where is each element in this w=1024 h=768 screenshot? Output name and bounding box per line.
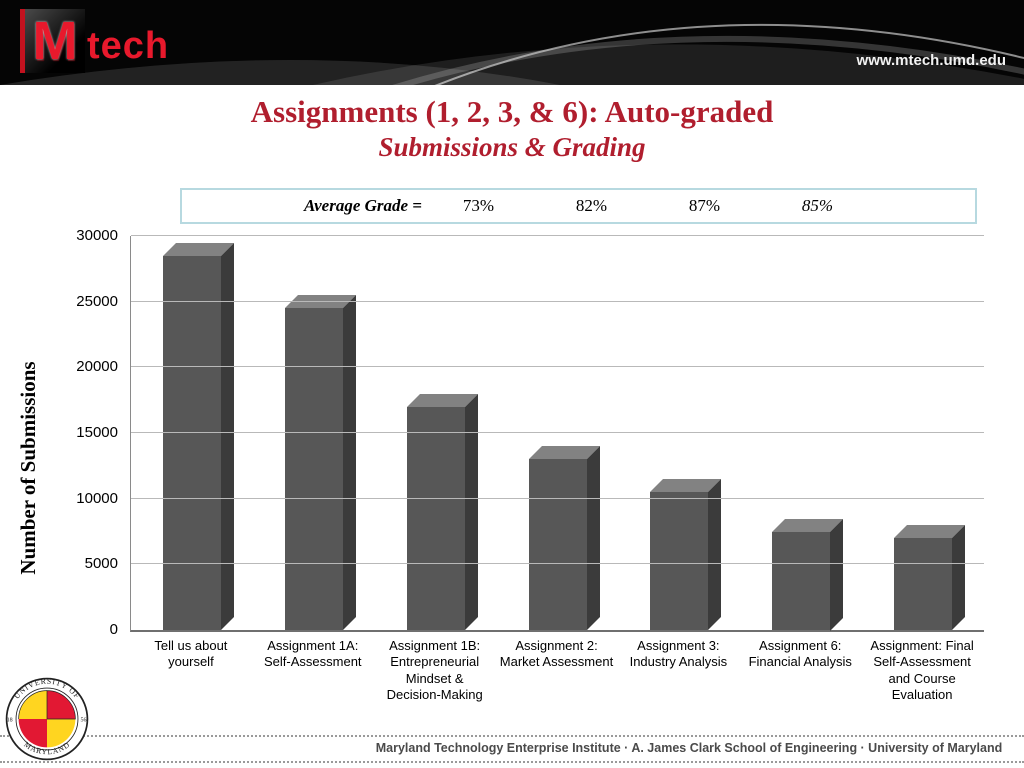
bar-side-face bbox=[342, 295, 356, 630]
bar bbox=[650, 479, 722, 630]
gridline bbox=[131, 497, 984, 499]
y-axis-tick-label: 0 bbox=[109, 621, 118, 638]
plot-area bbox=[130, 235, 984, 632]
average-grade-value-2: 82% bbox=[575, 196, 608, 215]
bar-side-face bbox=[708, 479, 722, 630]
slide-title: Assignments (1, 2, 3, & 6): Auto-graded bbox=[250, 94, 774, 129]
y-axis-tick-labels: 0 5000 10000 15000 20000 25000 30000 bbox=[40, 227, 122, 638]
average-grade-value-1: 73% bbox=[462, 196, 495, 215]
header-band: M tech www.mtech.umd.edu bbox=[0, 0, 1024, 85]
mtech-logo-text: tech bbox=[87, 25, 170, 67]
website-url: www.mtech.umd.edu bbox=[856, 52, 1006, 69]
x-axis-label: Assignment 6: Financial Analysis bbox=[748, 638, 852, 670]
bar bbox=[528, 446, 600, 630]
mtech-logo-m: M bbox=[32, 11, 78, 71]
mtech-logo: M tech bbox=[20, 9, 169, 73]
x-axis-label: Assignment 3: Industry Analysis bbox=[629, 638, 728, 670]
y-axis-tick-label: 5000 bbox=[84, 555, 118, 573]
footer-divider-bottom bbox=[0, 761, 1024, 763]
bar-side-face bbox=[586, 446, 600, 630]
average-grade-value-4: 85% bbox=[801, 196, 834, 215]
bar-side-face bbox=[830, 518, 844, 630]
gridline bbox=[131, 432, 984, 433]
average-grade-box: Average Grade = 73% 82% 87% 85% bbox=[180, 188, 977, 224]
bar-front-face bbox=[406, 406, 465, 630]
slide-subtitle: Submissions & Grading bbox=[378, 132, 646, 162]
y-axis-title: Number of Submissions bbox=[16, 361, 40, 575]
bar bbox=[284, 295, 356, 630]
average-grade-value-3: 87% bbox=[688, 196, 721, 215]
x-axis-label: Tell us about yourself bbox=[154, 638, 228, 670]
footer-text: Maryland Technology Enterprise Institute… bbox=[375, 741, 1003, 755]
footer-divider-top bbox=[0, 735, 1024, 737]
gridline bbox=[131, 300, 984, 302]
bar bbox=[162, 242, 234, 630]
y-axis-tick-label: 25000 bbox=[76, 292, 118, 310]
svg-text:56: 56 bbox=[81, 718, 87, 724]
bar-slot bbox=[862, 236, 984, 630]
x-axis-label: Assignment 2: Market Assessment bbox=[499, 638, 614, 670]
header-swoosh-graphic bbox=[0, 23, 1024, 85]
bar-front-face bbox=[772, 531, 831, 630]
svg-text:18: 18 bbox=[7, 718, 13, 724]
bar-slot bbox=[131, 236, 253, 630]
university-of-maryland-seal-icon: UNIVERSITY OF MARYLAND 18 56 bbox=[4, 676, 90, 762]
bar bbox=[406, 393, 478, 630]
gridline bbox=[131, 563, 984, 565]
bar-front-face bbox=[162, 255, 221, 630]
bar-slot bbox=[375, 236, 497, 630]
bar-slot bbox=[618, 236, 740, 630]
x-axis-label: Assignment: Final Self-Assessment and Co… bbox=[870, 638, 974, 702]
x-axis-labels: Tell us about yourself Assignment 1A: Sel… bbox=[130, 638, 983, 703]
bar-front-face bbox=[528, 459, 587, 630]
bar-slot bbox=[497, 236, 619, 630]
x-axis-label: Assignment 1A: Self-Assessment bbox=[264, 638, 362, 670]
gridline bbox=[131, 235, 984, 236]
gridline bbox=[131, 366, 984, 368]
average-grade-label: Average Grade = bbox=[304, 196, 422, 215]
bar-front-face bbox=[650, 492, 709, 630]
bar-slot bbox=[253, 236, 375, 630]
bar bbox=[894, 525, 966, 630]
mtech-logo-tile: M bbox=[20, 9, 85, 73]
y-axis-tick-label: 10000 bbox=[76, 489, 118, 507]
y-axis-tick-label: 15000 bbox=[76, 424, 118, 441]
bar-front-face bbox=[284, 308, 343, 630]
bar-side-face bbox=[464, 393, 478, 630]
bars-container bbox=[131, 236, 984, 630]
bar-slot bbox=[740, 236, 862, 630]
bar bbox=[772, 518, 844, 630]
title-block: Assignments (1, 2, 3, & 6): Auto-graded … bbox=[0, 94, 1024, 163]
x-axis-label: Assignment 1B: Entrepreneurial Mindset &… bbox=[386, 638, 483, 702]
y-axis-tick-label: 20000 bbox=[76, 358, 118, 376]
y-axis-tick-label: 30000 bbox=[76, 227, 118, 244]
bar-side-face bbox=[952, 525, 966, 630]
bar-front-face bbox=[894, 538, 953, 630]
